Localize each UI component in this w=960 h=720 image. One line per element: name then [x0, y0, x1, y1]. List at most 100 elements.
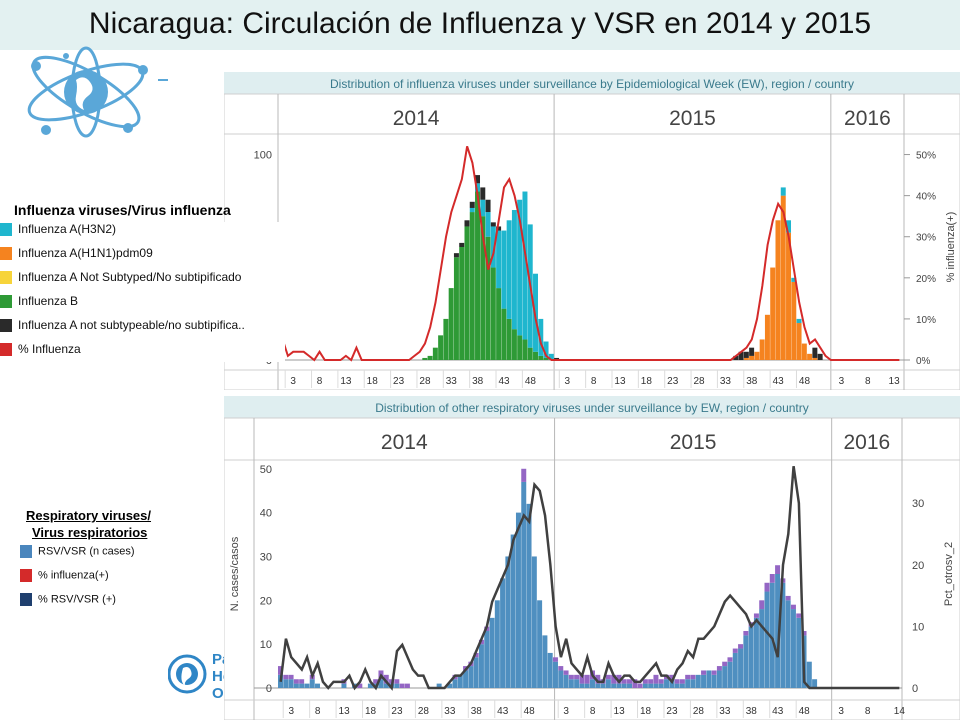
x-tick-label: 18 [365, 706, 377, 717]
bar-influenza-h3n2 [548, 353, 554, 360]
bar-rsv [309, 679, 315, 688]
bar-influenza-a-not-subtypeable [554, 357, 560, 360]
bar-rsv [367, 683, 373, 688]
bar-other-respiratory [278, 666, 283, 675]
bar-other-respiratory [283, 674, 289, 680]
influenza-legend-label: % Influenza [18, 342, 81, 356]
y-right-axis-label: % influenza(+) [945, 212, 957, 283]
x-tick-label: 48 [799, 706, 811, 717]
bar-other-respiratory [796, 613, 802, 618]
bar-influenza-b [453, 257, 459, 360]
bar-rsv [383, 683, 389, 688]
bar-influenza-b [538, 355, 544, 360]
x-tick-label: 3 [838, 706, 844, 717]
x-tick-label: 3 [839, 376, 845, 387]
bar-rsv [452, 679, 458, 688]
chart1-axes: 01000%10%20%30%40%50%% influenza(+)38131… [254, 150, 957, 388]
bar-influenza-h1n1 [801, 343, 807, 360]
x-tick-label: 33 [720, 376, 732, 387]
x-tick-label: 8 [590, 706, 596, 717]
x-tick-label: 23 [667, 376, 679, 387]
bar-influenza-h1n1 [754, 351, 760, 360]
bar-rsv [648, 683, 654, 688]
bar-rsv [558, 670, 564, 688]
chart2-axes: 0 10 20 30 40 50 N. cases/casos 0 10 20 30 Pct_otro… [229, 464, 955, 718]
bar-other-respiratory [288, 674, 294, 680]
bar-rsv [531, 556, 537, 688]
bar-rsv [732, 652, 738, 688]
influenza-legend-item: Influenza A(H3N2) [0, 222, 116, 238]
x-tick-label: 8 [315, 706, 321, 717]
bar-other-respiratory [658, 679, 664, 684]
bar-influenza-h1n1 [796, 323, 802, 360]
bar-influenza-h3n2 [791, 277, 797, 282]
bar-other-respiratory [394, 679, 400, 684]
bar-rsv [574, 679, 580, 688]
bar-rsv [690, 679, 696, 688]
bar-other-respiratory [568, 674, 574, 680]
bar-rsv [304, 683, 310, 688]
bar-influenza-h3n2 [538, 318, 544, 356]
bar-other-respiratory [727, 657, 733, 662]
bar-influenza-b [485, 236, 491, 360]
bar-rsv [738, 648, 744, 688]
bar-rsv [790, 609, 796, 688]
bar-other-respiratory [299, 679, 305, 684]
bar-influenza-b [438, 335, 444, 360]
respiratory-legend-item: % RSV/VSR (+) [20, 593, 116, 609]
bar-other-respiratory [632, 679, 638, 688]
bar-influenza-b [475, 191, 481, 360]
bar-influenza-b [480, 216, 486, 360]
bar-other-respiratory [637, 683, 643, 688]
bar-other-respiratory [627, 679, 633, 684]
y-right-tick-label: 10% [916, 315, 936, 326]
influenza-legend: Influenza A(H3N2) Influenza A(H1N1)pdm09 I… [0, 222, 285, 362]
bar-influenza-a-not-subtypeable [464, 220, 470, 227]
bar-other-respiratory [801, 631, 807, 636]
bar-rsv [526, 503, 532, 688]
x-tick-label: 8 [865, 376, 871, 387]
bar-other-respiratory [669, 674, 675, 680]
bar-influenza-b [432, 347, 438, 360]
paho-logo-icon [168, 654, 207, 694]
influenza-legend-item: % Influenza [0, 342, 81, 358]
x-tick-label: 18 [641, 376, 653, 387]
bar-rsv [600, 683, 606, 688]
bar-rsv [447, 683, 453, 688]
y-left-tick-label: 100 [254, 150, 272, 162]
y-right-tick-label: 10 [912, 621, 924, 633]
bar-rsv [283, 679, 289, 688]
bar-other-respiratory [679, 679, 685, 684]
bar-rsv [722, 666, 728, 688]
bar-rsv [547, 652, 553, 688]
year-label: 2016 [844, 107, 891, 130]
bar-rsv [775, 574, 781, 688]
x-tick-label: 33 [444, 706, 456, 717]
respiratory-legend-label: RSV/VSR (n cases) [38, 545, 135, 558]
year-label: 2015 [670, 431, 717, 454]
bar-influenza-h3n2 [480, 199, 486, 217]
influenza-legend-label: Influenza B [18, 294, 79, 308]
bar-influenza-h1n1 [743, 357, 749, 360]
bar-rsv [685, 679, 691, 688]
bar-influenza-b [511, 329, 517, 360]
bar-influenza-b [490, 267, 496, 360]
bar-influenza-h3n2 [475, 183, 481, 192]
bar-rsv [473, 657, 479, 688]
bar-influenza-h3n2 [501, 230, 507, 309]
bar-other-respiratory [753, 613, 759, 618]
x-tick-label: 3 [564, 376, 570, 387]
bar-rsv [806, 661, 812, 688]
bar-other-respiratory [642, 679, 648, 684]
bar-other-respiratory [785, 595, 791, 601]
bar-rsv [584, 683, 590, 688]
pct-rsv-line [279, 465, 900, 691]
bar-rsv [664, 679, 670, 688]
bar-influenza-h1n1 [786, 232, 792, 360]
bar-other-respiratory [383, 674, 389, 684]
bar-other-respiratory [563, 670, 569, 675]
influenza-legend-swatch [0, 319, 12, 333]
bar-rsv [769, 582, 775, 688]
bar-other-respiratory [685, 674, 691, 680]
bar-other-respiratory [759, 600, 765, 610]
